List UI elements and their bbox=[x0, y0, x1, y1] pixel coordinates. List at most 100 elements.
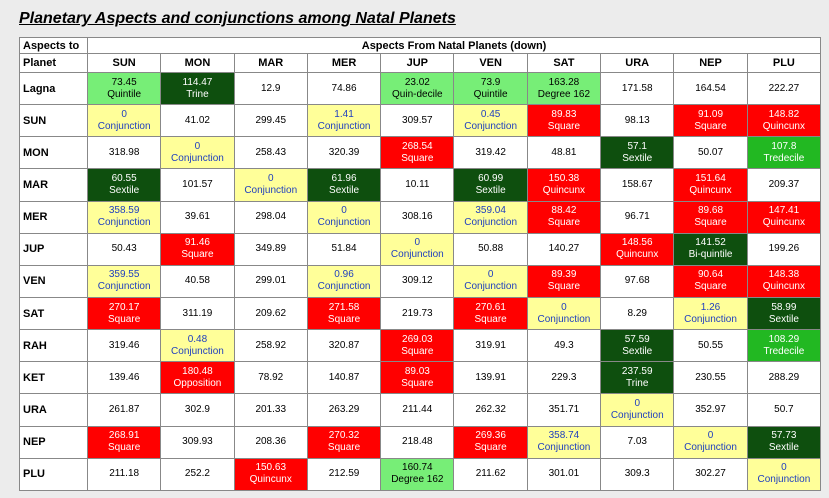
aspect-value: 199.26 bbox=[768, 243, 800, 255]
aspect-name: Sextile bbox=[768, 313, 799, 325]
aspect-value: 320.87 bbox=[328, 339, 360, 351]
aspect-cell: 141.52 Bi-quintile bbox=[673, 232, 748, 266]
aspect-name: Conjunction bbox=[464, 281, 518, 293]
aspect-name: Square bbox=[474, 313, 507, 325]
aspect-value: 88.42 bbox=[551, 205, 577, 217]
table-row: SAT 270.17 Square 311.19 209.62 271.58 Square 2… bbox=[19, 296, 822, 331]
aspect-value: 91.09 bbox=[698, 108, 724, 120]
aspect-value: 258.92 bbox=[255, 339, 287, 351]
aspect-cell: 150.38 Quincunx bbox=[526, 168, 602, 202]
aspect-value: 10.11 bbox=[405, 178, 430, 190]
row-header-rah: RAH bbox=[19, 329, 88, 363]
aspect-value: 107.8 bbox=[771, 140, 797, 152]
aspect-cell: 151.64 Quincunx bbox=[673, 168, 748, 202]
aspect-cell: 211.18 bbox=[86, 457, 162, 492]
aspect-value: 302.9 bbox=[184, 403, 210, 415]
aspect-value: 73.45 bbox=[111, 76, 137, 88]
aspect-cell: 301.01 bbox=[526, 457, 602, 492]
aspect-cell: 163.28 Degree 162 bbox=[526, 71, 602, 106]
aspect-cell: 0.96 Conjunction bbox=[306, 264, 382, 298]
aspect-cell: 114.47 Trine bbox=[160, 71, 235, 106]
aspect-cell: 148.82 Quincunx bbox=[746, 104, 822, 138]
aspect-cell: 88.42 Square bbox=[526, 200, 602, 234]
aspect-value: 78.92 bbox=[258, 371, 284, 383]
column-header-plu: PLU bbox=[746, 53, 822, 73]
aspect-cell: 359.55 Conjunction bbox=[86, 264, 162, 298]
aspect-value: 270.17 bbox=[108, 301, 140, 313]
aspect-value: 150.38 bbox=[548, 172, 580, 184]
aspect-value: 209.37 bbox=[768, 178, 800, 190]
aspect-value: 140.87 bbox=[328, 371, 360, 383]
aspect-value: 0 bbox=[194, 140, 201, 152]
aspect-cell: 7.03 bbox=[600, 425, 675, 459]
aspect-cell: 61.96 Sextile bbox=[306, 168, 382, 202]
aspect-cell: 309.12 bbox=[380, 264, 455, 298]
aspect-cell: 352.97 bbox=[673, 393, 748, 427]
aspect-name: Conjunction bbox=[171, 152, 224, 164]
aspect-cell: 1.26 Conjunction bbox=[673, 296, 748, 331]
aspect-name: Conjunction bbox=[610, 409, 664, 421]
aspect-cell: 258.92 bbox=[233, 329, 308, 363]
aspect-cell: 139.46 bbox=[86, 361, 162, 395]
aspect-name: Sextile bbox=[329, 184, 360, 196]
aspect-cell: 268.54 Square bbox=[380, 136, 455, 170]
aspect-cell: 51.84 bbox=[306, 232, 382, 266]
aspect-value: 319.91 bbox=[475, 339, 506, 351]
aspect-value: 0 bbox=[341, 205, 347, 217]
table-row: NEP 268.91 Square 309.93 208.36 270.32 Square 2… bbox=[19, 425, 822, 459]
aspect-cell: 199.26 bbox=[746, 232, 822, 266]
aspect-value: 1.26 bbox=[700, 301, 721, 313]
row-header-nep: NEP bbox=[19, 425, 88, 459]
aspect-value: 148.56 bbox=[621, 237, 653, 249]
aspect-cell: 212.59 bbox=[306, 457, 382, 492]
aspect-value: 263.29 bbox=[328, 403, 360, 415]
corner-planet: Planet bbox=[19, 53, 88, 73]
aspect-cell: 74.86 bbox=[306, 71, 382, 106]
aspect-name: Conjunction bbox=[97, 281, 151, 293]
table-row: KET 139.46 180.48 Opposition 78.92 140.87 89.0… bbox=[19, 361, 822, 395]
aspect-value: 308.16 bbox=[402, 211, 433, 223]
aspect-cell: 1.41 Conjunction bbox=[306, 104, 382, 138]
aspect-value: 211.18 bbox=[109, 468, 140, 480]
aspect-cell: 211.62 bbox=[453, 457, 528, 492]
aspect-cell: 271.58 Square bbox=[306, 296, 382, 331]
aspect-name: Conjunction bbox=[244, 184, 298, 196]
aspects-table-container: Aspects to Aspects From Natal Planets (d… bbox=[19, 37, 822, 492]
aspect-value: 50.07 bbox=[698, 146, 724, 158]
row-header-mer: MER bbox=[19, 200, 88, 234]
aspect-cell: 171.58 bbox=[600, 71, 675, 106]
aspect-name: Square bbox=[401, 345, 434, 357]
aspect-name: Sextile bbox=[768, 442, 799, 454]
aspect-name: Square bbox=[474, 442, 507, 454]
aspect-value: 101.57 bbox=[182, 178, 213, 190]
aspect-cell: 318.98 bbox=[86, 136, 162, 170]
aspect-cell: 270.17 Square bbox=[86, 296, 162, 331]
aspect-value: 160.74 bbox=[402, 462, 433, 474]
aspect-cell: 57.59 Sextile bbox=[600, 329, 675, 363]
aspect-cell: 89.03 Square bbox=[380, 361, 455, 395]
aspect-value: 108.29 bbox=[768, 333, 800, 345]
aspect-cell: 73.45 Quintile bbox=[86, 71, 162, 106]
aspect-value: 163.28 bbox=[548, 76, 580, 88]
aspect-name: Conjunction bbox=[684, 313, 737, 325]
aspect-cell: 288.29 bbox=[746, 361, 822, 395]
aspect-cell: 302.27 bbox=[673, 457, 748, 492]
aspect-cell: 351.71 bbox=[526, 393, 602, 427]
aspect-cell: 140.27 bbox=[526, 232, 602, 266]
aspect-value: 60.55 bbox=[111, 172, 137, 184]
row-header-ven: VEN bbox=[19, 264, 88, 298]
aspect-name: Conjunction bbox=[684, 442, 737, 454]
aspect-name: Conjunction bbox=[171, 345, 224, 357]
aspect-value: 208.36 bbox=[255, 436, 287, 448]
aspect-cell: 40.58 bbox=[160, 264, 235, 298]
aspect-cell: 0 Conjunction bbox=[526, 296, 602, 331]
aspect-value: 222.27 bbox=[768, 82, 800, 94]
aspect-value: 12.9 bbox=[261, 82, 281, 94]
aspect-value: 23.02 bbox=[404, 76, 430, 88]
aspect-cell: 97.68 bbox=[600, 264, 675, 298]
aspect-cell: 0 Conjunction bbox=[673, 425, 748, 459]
aspect-value: 89.68 bbox=[698, 205, 724, 217]
aspect-value: 359.55 bbox=[108, 269, 140, 281]
aspect-value: 358.74 bbox=[548, 430, 580, 442]
aspect-name: Trine bbox=[626, 377, 649, 389]
